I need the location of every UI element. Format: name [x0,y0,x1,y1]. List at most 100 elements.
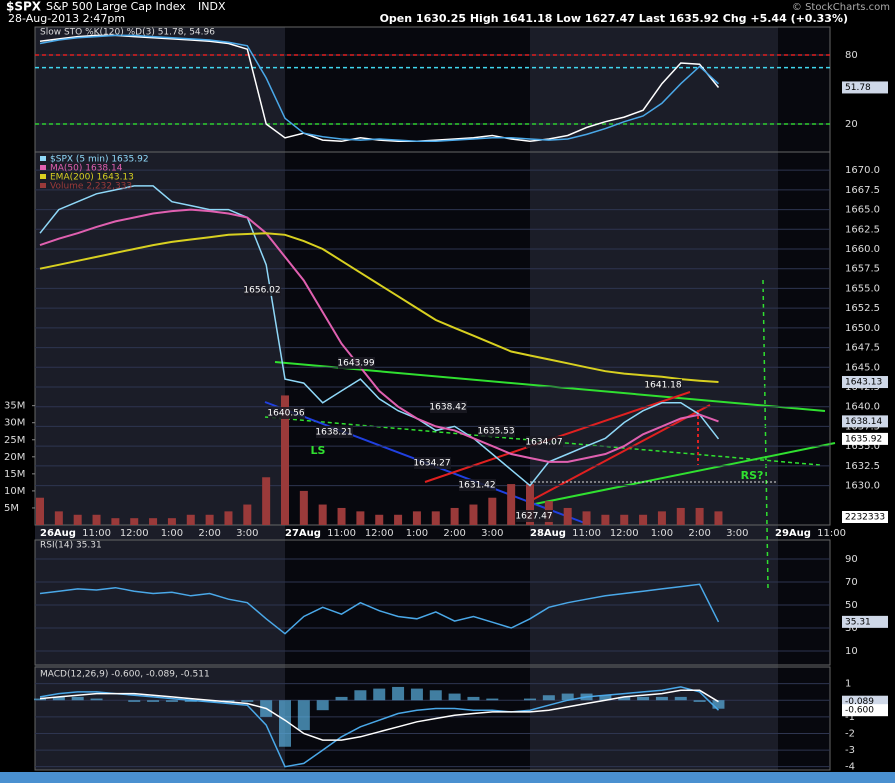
annotation-box [516,510,553,522]
series-line [39,232,719,383]
volume-bar [130,518,139,525]
legend-entry: EMA(200) 1643.13 [50,173,134,183]
y-tick-label: 30 [845,623,858,634]
value-tag-label: 1638.14 [845,417,882,427]
panel-title: MACD(12,26,9) -0.600, -0.089, -0.511 [40,670,210,680]
day-band [285,27,530,770]
y-tick-label: 10 [845,646,858,657]
value-tag-label: 35.31 [845,617,871,627]
histogram-bar [410,688,423,701]
y-tick-label: -2 [845,728,855,739]
volume-bar [54,511,63,525]
volume-bar [36,497,44,525]
scrollbar[interactable] [0,772,895,783]
day-band [35,27,285,770]
histogram-bar [316,700,329,711]
volume-bar [224,511,233,525]
volume-bar [714,511,723,525]
annotation-box [414,457,451,469]
value-tag [842,511,888,523]
histogram-bar [279,700,291,747]
y-tick-label: 70 [845,577,858,588]
x-tick-label: 3:00 [236,528,258,539]
y2-tick-label: 35M [4,401,25,412]
histogram-bar [71,696,84,701]
value-tag-label: 2232333 [845,513,885,523]
histogram-bar [655,696,668,701]
value-tag [842,376,888,389]
series-line [39,583,720,635]
volume-bar [149,518,158,525]
volume-bar [507,484,516,525]
y-tick-label: -3 [845,745,855,756]
y2-tick-label: 15M [4,469,25,480]
exchange: INDX [198,0,226,13]
volume-bar [337,507,346,525]
annotation: 1656.02 [243,286,280,296]
histogram-bar [693,700,706,702]
histogram-bar [354,690,367,701]
volume-bar [375,514,384,525]
annotation: 1635.53 [477,427,514,437]
histogram-bar [618,696,631,701]
value-tag [842,704,888,717]
annotation: 1631.42 [458,481,495,491]
legend-entry: $SPX (5 min) 1635.92 [50,155,149,165]
value-tag-label: 1635.92 [845,434,882,444]
index-name: S&P 500 Large Cap Index [46,0,186,13]
volume-bar [582,511,591,525]
value-tag-label: -0.600 [845,706,874,716]
histogram-bar [165,700,178,702]
volume-bar [186,514,195,525]
annotation: RS? [741,469,764,482]
annotation-box [459,479,496,491]
annotation-box [645,379,682,391]
series-line [39,689,719,741]
day-band [530,27,778,770]
legend-swatch [40,165,46,170]
quote: Open 1630.25 High 1641.18 Low 1627.47 La… [380,12,848,25]
y-tick-label: 1630.0 [845,481,880,492]
histogram-bar [524,698,536,701]
annotation: 1638.42 [429,403,466,413]
y-tick-label: 1652.5 [845,303,880,314]
legend-swatch [40,174,46,179]
y-tick-label: 20 [845,119,858,130]
volume-bar [526,484,534,525]
x-tick-label: 27Aug [285,528,321,539]
annotation: 1641.18 [644,381,681,391]
x-tick-label: 11:00 [817,528,846,539]
legend-swatch [40,183,46,188]
histogram-bar [637,696,650,701]
x-tick-label: 2:00 [198,528,220,539]
y-tick-label: 1645.0 [845,362,880,373]
day-band [778,27,830,770]
series-line [39,185,720,487]
x-tick-label: 1:00 [651,528,673,539]
histogram-bar [297,700,310,731]
x-tick-label: 28Aug [530,528,566,539]
annotation-box [244,284,281,296]
y-tick-label: 1 [845,679,851,690]
annotation: 1627.47 [515,512,552,522]
volume-bar [469,504,478,525]
legend-swatch [40,156,46,161]
y-tick-label: 1657.5 [845,264,880,275]
volume-bar [431,511,440,525]
histogram-bar [542,695,555,701]
histogram-bar [90,698,103,701]
legend-entry: Volume 2,232,333 [50,182,132,192]
y-tick-label: 1662.5 [845,224,880,235]
annotation: 1638.21 [315,428,352,438]
volume-bar [205,514,214,525]
y-tick-label: 1632.5 [845,461,880,472]
annotation: 1643.99 [337,359,374,369]
y2-tick-label: 5M [4,503,19,514]
volume-bar [92,514,101,525]
panel-title: RSI(14) 35.31 [40,541,102,551]
volume-bar [620,514,629,525]
volume-bar [563,507,572,525]
series-line [39,208,719,463]
y2-tick-label: 30M [4,418,25,429]
